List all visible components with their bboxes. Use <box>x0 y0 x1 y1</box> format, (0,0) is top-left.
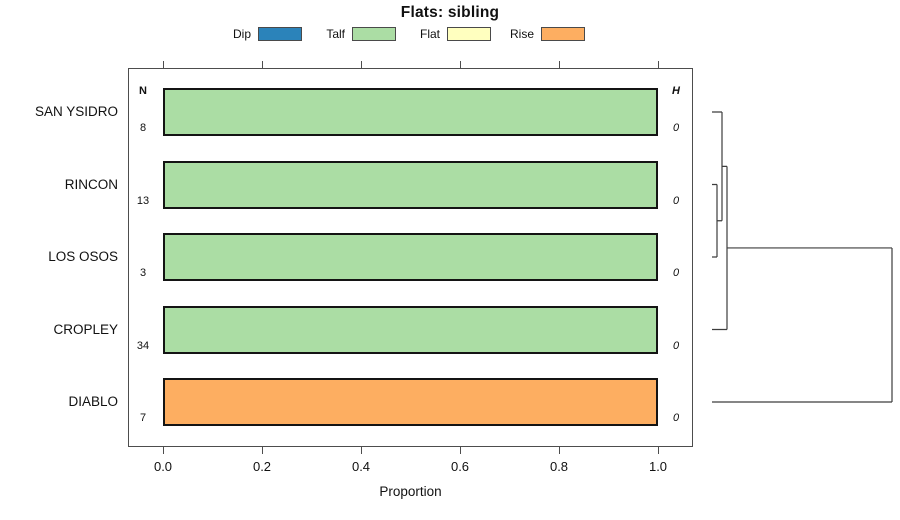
legend-label-talf: Talf <box>326 27 345 41</box>
x-axis-tick <box>361 447 362 454</box>
x-axis-tick-label: 0.6 <box>450 459 470 474</box>
x-axis-tick-label: 1.0 <box>648 459 668 474</box>
category-label-san-ysidro: SAN YSIDRO <box>34 104 118 119</box>
n-value-los-osos: 3 <box>139 267 147 279</box>
bar-segment-talf-cropley <box>163 305 658 354</box>
n-value-san-ysidro: 8 <box>139 122 147 134</box>
x-axis-tick <box>262 61 263 68</box>
legend-label-flat: Flat <box>419 27 440 41</box>
x-axis-tick <box>163 447 164 454</box>
x-axis-tick <box>460 447 461 454</box>
x-axis-tick-label: 0.0 <box>153 459 173 474</box>
category-label-cropley: CROPLEY <box>53 321 118 337</box>
legend-swatch-rise <box>541 27 585 41</box>
dendrogram-lines <box>712 111 893 403</box>
legend-swatch-flat <box>447 27 491 41</box>
bar-segment-talf-san-ysidro <box>163 88 658 136</box>
h-value-san-ysidro: 0 <box>672 122 680 134</box>
x-axis-tick <box>262 447 263 454</box>
legend-swatch-dip <box>258 27 302 41</box>
h-value-diablo: 0 <box>672 412 680 424</box>
n-column-header: N <box>139 85 147 97</box>
x-axis-tick <box>361 61 362 68</box>
h-value-los-osos: 0 <box>672 267 680 279</box>
n-value-cropley: 34 <box>136 339 150 352</box>
bar-segment-talf-los-osos <box>163 233 658 281</box>
x-axis-tick <box>658 61 659 68</box>
x-axis-tick-label: 0.2 <box>252 459 272 474</box>
x-axis-tick-label: 0.8 <box>549 459 569 474</box>
bar-segment-rise-diablo <box>163 378 658 426</box>
category-label-rincon: RINCON <box>64 176 118 192</box>
legend-label-dip: Dip <box>232 27 251 41</box>
x-axis-tick <box>559 447 560 454</box>
x-axis-tick <box>658 447 659 454</box>
x-axis-tick <box>460 61 461 68</box>
x-axis-tick <box>559 61 560 68</box>
h-value-rincon: 0 <box>672 194 680 207</box>
x-axis-tick <box>163 61 164 68</box>
h-column-header: H <box>672 85 680 97</box>
n-value-diablo: 7 <box>139 412 147 424</box>
x-axis-tick-label: 0.4 <box>351 459 371 474</box>
category-label-diablo: DIABLO <box>68 394 118 409</box>
plot-area <box>128 68 693 447</box>
category-label-los-osos: LOS OSOS <box>48 249 118 264</box>
h-value-cropley: 0 <box>672 339 680 352</box>
legend-swatch-talf <box>352 27 396 41</box>
chart-title: Flats: sibling <box>400 4 500 21</box>
n-value-rincon: 13 <box>136 194 150 207</box>
x-axis-title: Proportion <box>379 484 442 499</box>
bar-segment-talf-rincon <box>163 160 658 209</box>
legend-label-rise: Rise <box>509 27 534 41</box>
